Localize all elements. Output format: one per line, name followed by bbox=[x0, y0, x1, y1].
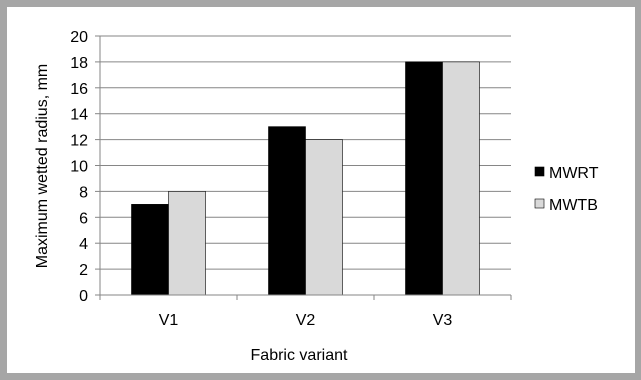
y-axis-ticks: 0 2 4 6 8 10 12 14 16 18 20 bbox=[70, 29, 100, 305]
x-tick-label: V3 bbox=[433, 312, 453, 329]
bar-mwtb-v3 bbox=[442, 61, 480, 296]
bar-mwrt-v1 bbox=[131, 204, 169, 296]
legend-label-mwtb: MWTB bbox=[549, 197, 598, 214]
x-tick-label: V2 bbox=[296, 312, 316, 329]
y-tick-label: 12 bbox=[70, 133, 88, 150]
bar-mwrt-v3 bbox=[405, 61, 443, 296]
y-tick-label: 0 bbox=[79, 288, 88, 305]
x-axis-ticks: V1 V2 V3 bbox=[99, 295, 512, 329]
y-tick-label: 8 bbox=[79, 184, 88, 201]
legend-swatch-mwrt bbox=[534, 166, 545, 177]
legend-label-mwrt: MWRT bbox=[549, 165, 599, 182]
y-tick-label: 2 bbox=[79, 262, 88, 279]
x-tick-label: V1 bbox=[159, 312, 179, 329]
legend-swatch-mwtb bbox=[534, 198, 545, 209]
bar-mwtb-v1 bbox=[168, 191, 206, 296]
y-axis-title: Maximum wetted radius, mm bbox=[34, 64, 51, 269]
bars bbox=[131, 61, 480, 296]
bar-mwrt-v2 bbox=[268, 126, 306, 296]
y-tick-label: 4 bbox=[79, 236, 88, 253]
y-tick-label: 6 bbox=[79, 210, 88, 227]
y-tick-label: 16 bbox=[70, 81, 88, 98]
y-tick-label: 14 bbox=[70, 107, 88, 124]
x-axis-title: Fabric variant bbox=[251, 347, 348, 364]
bar-mwtb-v2 bbox=[305, 139, 343, 296]
legend: MWRT MWTB bbox=[534, 165, 599, 214]
y-tick-label: 20 bbox=[70, 29, 88, 46]
y-tick-label: 10 bbox=[70, 159, 88, 176]
y-tick-label: 18 bbox=[70, 55, 88, 72]
